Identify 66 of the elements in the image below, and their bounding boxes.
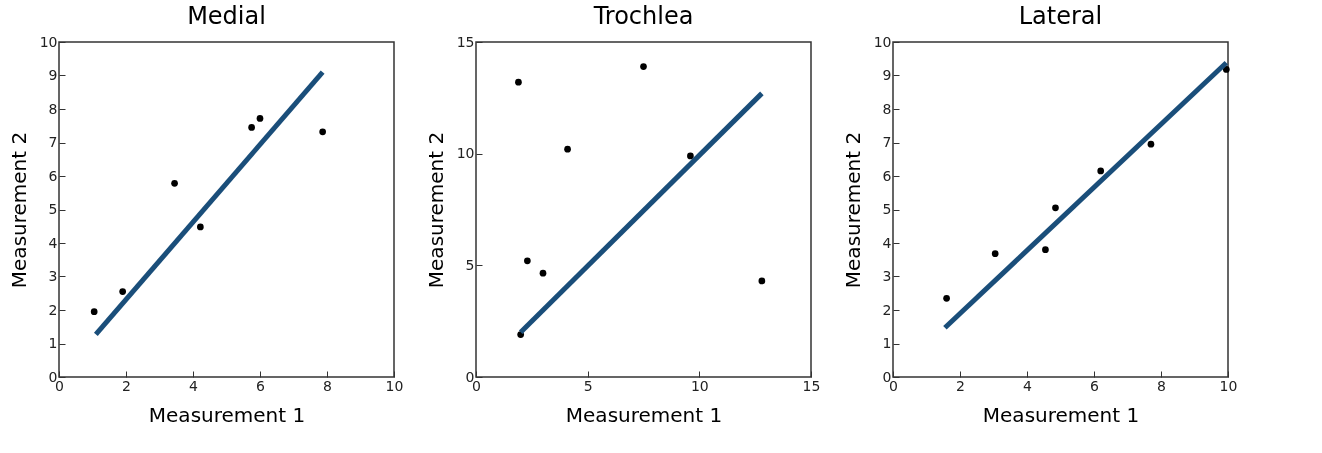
point [1042,246,1049,254]
x-axis-title: Measurement 1 [565,402,723,427]
y-tick-label: 8 [882,100,892,117]
point [90,308,98,316]
y-axis-title: Measurement 2 [423,131,448,289]
y-tick-label: 2 [48,301,58,318]
x-tick-label: 10 [1219,377,1238,394]
x-tick-label: 2 [122,377,131,394]
point [687,152,694,160]
x-tick-label: 2 [956,377,965,394]
x-tick-label: 6 [256,377,266,394]
point [1097,167,1105,175]
point [758,277,766,285]
x-tick-label: 4 [1023,377,1033,394]
y-tick-label: 3 [48,268,58,284]
y-axis-title: Measurement 2 [6,131,31,289]
point [119,288,126,295]
y-tick-label: 3 [882,268,892,284]
y-tick-label: 4 [48,234,58,251]
y-tick-label: 9 [882,67,892,83]
x-tick-label: 8 [323,377,332,394]
point [1052,204,1059,212]
point [171,180,178,187]
y-tick-label: 7 [48,134,58,150]
x-tick-label: 5 [583,377,593,394]
y-tick-label: 7 [882,134,892,150]
x-tick-label: 10 [690,377,709,394]
point [524,257,531,265]
y-tick-label: 6 [48,167,58,184]
point [943,294,950,302]
point [1147,140,1155,148]
chart-title: Trochlea [592,2,694,30]
y-tick-label: 9 [48,67,58,83]
y-tick-label: 5 [465,256,475,273]
point [539,269,547,277]
y-tick-label: 5 [882,201,892,217]
y-tick-label: 8 [48,100,58,117]
y-tick-label: 1 [48,335,58,351]
y-tick-label: 4 [882,234,892,251]
point [197,223,204,231]
x-tick-label: 10 [385,377,404,394]
point [564,145,571,153]
point [1222,66,1230,73]
y-tick-label: 2 [882,301,892,318]
point [515,78,522,86]
y-tick-label: 1 [882,335,892,351]
x-tick-label: 4 [189,377,199,394]
x-axis-title: Measurement 1 [982,402,1140,427]
y-tick-label: 6 [882,167,892,184]
y-axis-title: Measurement 2 [840,131,865,289]
chart-title: Lateral [1018,2,1103,30]
point [991,250,999,258]
point [640,63,647,70]
y-tick-label: 10 [39,33,58,50]
x-tick-label: 6 [1090,377,1100,394]
y-tick-label: 15 [456,33,475,50]
x-tick-label: 8 [1157,377,1166,394]
x-axis-title: Measurement 1 [148,402,306,427]
point [256,115,264,122]
x-tick-label: 15 [802,377,821,394]
point [319,128,326,136]
y-tick-label: 10 [873,33,892,50]
point [248,124,255,131]
y-tick-label: 10 [456,145,475,162]
chart-title: Medial [187,2,266,30]
y-tick-label: 5 [48,201,58,217]
